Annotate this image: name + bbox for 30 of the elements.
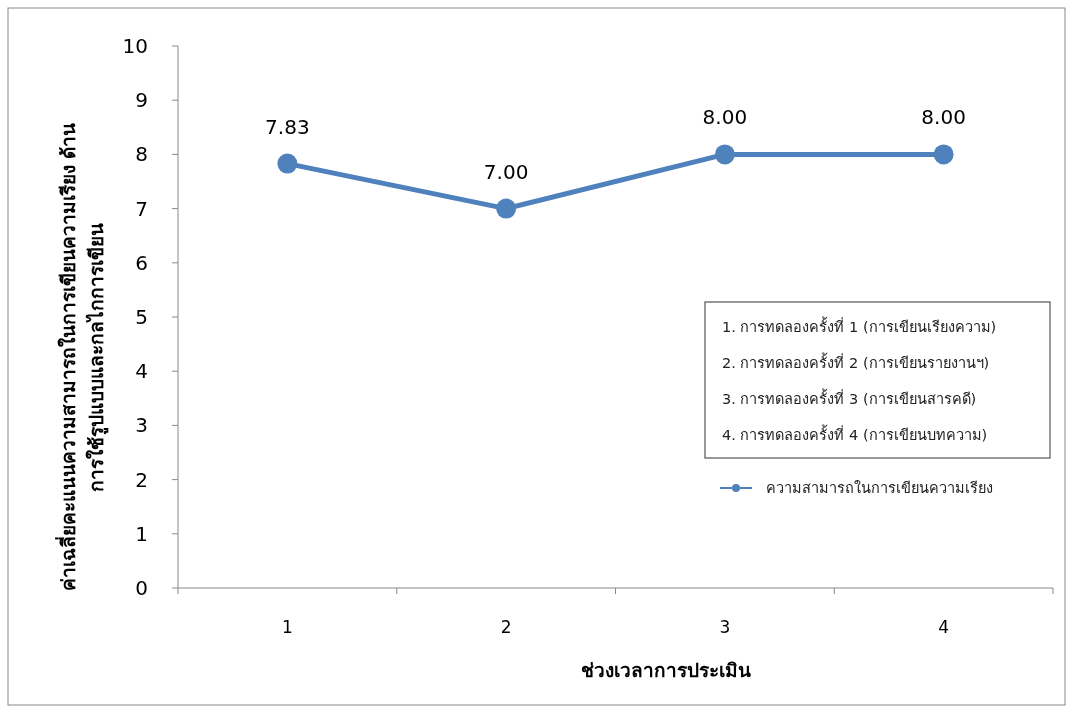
- y-tick-label: 4: [135, 359, 148, 384]
- x-tick-label: 2: [500, 617, 512, 637]
- y-tick-label: 1: [135, 521, 148, 546]
- y-tick-label: 3: [135, 413, 148, 438]
- annotation: 4. การทดลองครั้งที่ 4 (การเขียนบทความ): [722, 424, 988, 443]
- x-axis-title: ช่วงเวลาการประเมิน: [580, 659, 751, 681]
- y-tick-label: 6: [135, 250, 148, 275]
- y-tick-label: 2: [135, 467, 148, 492]
- annotation: 3. การทดลองครั้งที่ 3 (การเขียนสารคดี): [722, 388, 977, 407]
- annotation: 2. การทดลองครั้งที่ 2 (การเขียนรายงานฯ): [722, 352, 990, 371]
- point: [277, 153, 298, 174]
- legend-label: ความสามารถในการเขียนความเรียง: [766, 479, 993, 497]
- x-tick-label: 4: [938, 617, 950, 637]
- text: 8.00: [921, 105, 966, 130]
- y-tick-label: 7: [135, 196, 148, 221]
- y-tick-label: 0: [135, 576, 148, 600]
- x-tick-label: 1: [281, 617, 293, 637]
- point: [714, 144, 735, 165]
- y-axis-title: ค่าเฉลี่ยคะแนนความสามารถในการเขียนความเรียง ด้าน การใช้รูปแบบและกลไกการเขียน: [55, 122, 109, 592]
- point: [933, 144, 954, 165]
- y-tick-label: 8: [135, 142, 148, 167]
- text: 7.83: [265, 114, 310, 139]
- text: 7.00: [483, 159, 529, 184]
- text: 8.00: [702, 105, 748, 130]
- y-tick-label: 10: [122, 34, 148, 58]
- point: [496, 198, 517, 219]
- y-tick-label: 9: [135, 88, 148, 113]
- y-tick-label: 5: [135, 305, 148, 329]
- annotation: 1. การทดลองครั้งที่ 1 (การเขียนเรียงความ): [722, 316, 997, 335]
- x-tick-label: 3: [719, 617, 731, 637]
